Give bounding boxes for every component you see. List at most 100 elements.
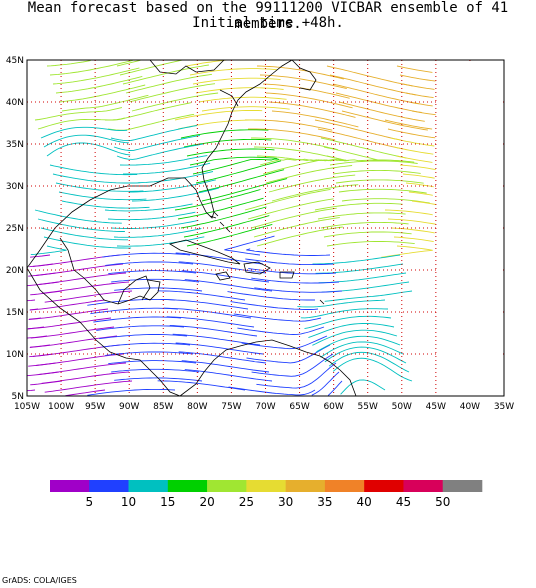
- streamline: [254, 287, 343, 293]
- lat-label: 5N: [12, 392, 24, 402]
- streamline: [329, 74, 416, 96]
- colorbar-label: 30: [278, 495, 293, 509]
- colorbar-swatch: [442, 480, 483, 492]
- streamline: [186, 223, 273, 247]
- streamline: [244, 188, 331, 211]
- streamline: [192, 158, 280, 175]
- streamline: [34, 107, 123, 121]
- title-line-2: Initial time +48h.: [192, 15, 344, 31]
- streamline: [326, 155, 415, 163]
- streamline: [411, 200, 436, 205]
- colorbar-label: 40: [357, 495, 372, 509]
- streamline: [116, 143, 203, 160]
- streamline: [110, 125, 198, 142]
- streamline: [308, 323, 395, 339]
- lon-label: 90W: [119, 402, 139, 412]
- streamline: [411, 110, 436, 116]
- streamline: [387, 128, 436, 139]
- streamline: [58, 84, 146, 103]
- streamline: [341, 198, 430, 204]
- streamline: [29, 263, 54, 268]
- colorbar: [50, 480, 483, 492]
- streamline: [408, 191, 433, 196]
- streamline: [186, 59, 227, 67]
- streamline: [183, 138, 272, 148]
- lon-label: 55W: [358, 402, 378, 412]
- colorbar-labels: 5 10 15 20 25 30 35 40 45 50: [85, 495, 450, 509]
- streamline: [180, 206, 267, 229]
- streamline: [178, 351, 267, 364]
- colorbar-label: 45: [396, 495, 411, 509]
- colorbar-label: 50: [435, 495, 450, 509]
- streamline: [28, 326, 45, 330]
- streamline: [201, 106, 290, 112]
- credit-text: GrADS: COLA/IGES: [2, 576, 77, 585]
- streamline: [61, 94, 149, 112]
- lon-label: 45W: [426, 402, 446, 412]
- lon-label: 60W: [323, 402, 343, 412]
- streamline: [37, 218, 125, 232]
- streamline: [262, 83, 350, 99]
- colorbar-label: 15: [160, 495, 175, 509]
- streamline: [37, 117, 125, 130]
- streamline: [40, 227, 128, 241]
- streamline: [321, 281, 410, 293]
- streamline: [332, 357, 413, 382]
- lon-label: 80W: [187, 402, 207, 412]
- streamline: [241, 335, 328, 350]
- streamline: [326, 65, 413, 87]
- streamline: [181, 360, 270, 373]
- streamline: [87, 298, 176, 306]
- lon-label: 100W: [48, 402, 74, 412]
- streamline: [256, 362, 337, 389]
- streamline: [300, 308, 389, 319]
- streamline: [28, 362, 57, 367]
- streamline: [87, 388, 176, 396]
- streamline: [315, 263, 404, 274]
- streamline: [338, 188, 427, 194]
- streamline: [113, 228, 202, 238]
- lat-lon-grid: [27, 60, 504, 396]
- streamline: [169, 324, 258, 337]
- streamline: [262, 159, 349, 175]
- streamline: [198, 169, 285, 193]
- streamline: [297, 299, 386, 308]
- streamline: [265, 92, 353, 109]
- streamline: [157, 380, 246, 391]
- streamline: [201, 178, 288, 202]
- streamline: [116, 236, 205, 247]
- streamline: [29, 317, 42, 320]
- streamline: [27, 281, 60, 287]
- lat-label: 20N: [6, 266, 24, 276]
- streamline: [265, 165, 353, 184]
- streamline: [393, 146, 434, 155]
- streamline: [43, 236, 132, 249]
- streamline: [268, 174, 356, 193]
- streamline: [177, 119, 266, 130]
- streamline: [174, 189, 261, 211]
- streamline: [184, 279, 273, 292]
- streamline: [317, 212, 406, 220]
- streamline: [46, 142, 131, 157]
- streamline: [327, 380, 343, 396]
- streamline: [245, 258, 334, 266]
- streamline: [108, 270, 197, 275]
- streamline: [28, 308, 109, 320]
- streamline: [116, 59, 141, 67]
- streamline: [90, 307, 179, 315]
- lon-label: 95W: [85, 402, 105, 412]
- streamline: [228, 386, 316, 396]
- streamline: [390, 227, 435, 234]
- streamline: [28, 272, 57, 277]
- streamline: [27, 335, 48, 339]
- streamline: [44, 290, 133, 303]
- streamline: [49, 164, 138, 176]
- streamline: [198, 96, 287, 103]
- streamline: [408, 101, 433, 107]
- streamline: [157, 290, 246, 301]
- streamline: [58, 191, 147, 201]
- lon-label: 40W: [460, 402, 480, 412]
- streamline: [34, 209, 122, 224]
- streamline: [111, 278, 200, 283]
- streamline: [52, 67, 140, 85]
